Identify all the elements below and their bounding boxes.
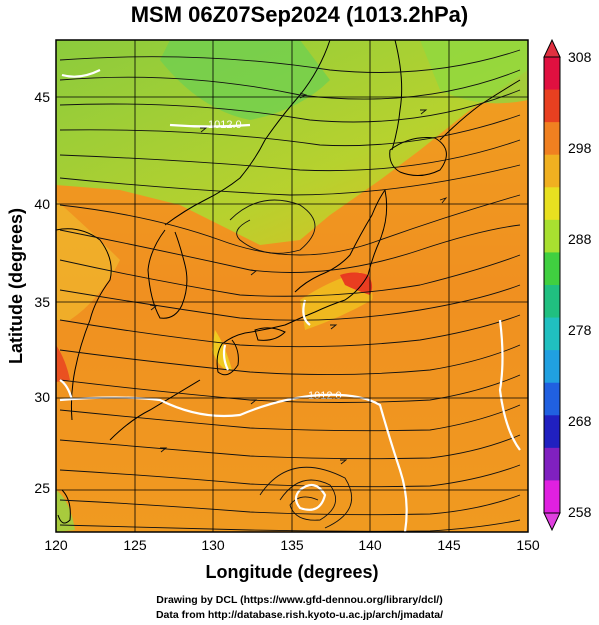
colorbar-segment <box>544 89 560 123</box>
y-tick-label: 35 <box>34 294 50 310</box>
x-tick-label: 135 <box>280 537 304 553</box>
colorbar-label: 278 <box>568 322 592 338</box>
wind-streamlines <box>59 49 521 532</box>
y-tick-label: 45 <box>34 89 50 105</box>
y-tick-label: 40 <box>34 196 50 212</box>
colorbar-segment <box>544 317 560 351</box>
x-tick-label: 125 <box>123 537 147 553</box>
colorbar-max-arrow <box>543 38 561 58</box>
colorbar-segment <box>544 285 560 319</box>
x-tick-label: 145 <box>437 537 461 553</box>
colorbar-min-arrow <box>543 512 561 532</box>
colorbar-segment <box>544 415 560 449</box>
plot-frame <box>55 39 529 533</box>
contour-label: 1012.0 <box>308 390 342 402</box>
colorbar-frame <box>543 56 561 514</box>
x-tick-label: 130 <box>201 537 225 553</box>
x-tick-label: 150 <box>516 537 540 553</box>
credit-line-2: Data from http://database.rish.kyoto-u.a… <box>155 609 444 621</box>
credit-line-1: Drawing by DCL (https://www.gfd-dennou.o… <box>156 594 443 606</box>
colorbar-label: 288 <box>568 231 592 247</box>
x-axis-label: Longitude (degrees) <box>205 562 378 582</box>
colorbar-segment <box>544 480 560 514</box>
colorbar-segment <box>544 382 560 416</box>
colorbar-segment <box>544 219 560 253</box>
y-tick-label: 25 <box>34 480 50 496</box>
colorbar-label: 268 <box>568 413 592 429</box>
colorbar-segments <box>544 57 560 514</box>
colorbar-segment <box>544 350 560 384</box>
colorbar-label: 308 <box>568 49 592 65</box>
colorbar-segment <box>544 187 560 221</box>
x-tick-label: 140 <box>358 537 382 553</box>
y-axis-label: Latitude (degrees) <box>6 208 26 364</box>
colorbar: 308 298 288 278 268 258 <box>543 38 592 532</box>
colorbar-segment <box>544 154 560 188</box>
y-tick-label: 30 <box>34 389 50 405</box>
x-tick-labels: 120 125 130 135 140 145 150 <box>44 537 540 553</box>
chart-title: MSM 06Z07Sep2024 (1013.2hPa) <box>130 2 469 27</box>
grid-lines <box>56 40 528 532</box>
y-tick-labels: 25 30 35 40 45 <box>34 89 50 496</box>
colorbar-segment <box>544 252 560 286</box>
x-tick-label: 120 <box>44 537 68 553</box>
coastlines <box>56 40 521 524</box>
colorbar-segment <box>544 122 560 156</box>
colorbar-label: 258 <box>568 504 592 520</box>
colorbar-segment <box>544 447 560 481</box>
pressure-contours <box>59 69 521 532</box>
colorbar-segment <box>544 57 560 91</box>
contour-label: 1012.0 <box>208 119 242 131</box>
colorbar-label: 298 <box>568 140 592 156</box>
